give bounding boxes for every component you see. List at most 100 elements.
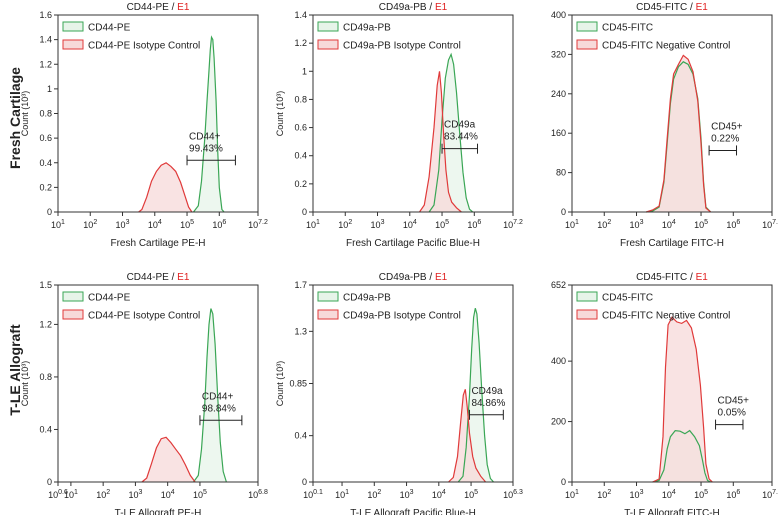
x-tick-base: 10 <box>403 220 413 230</box>
x-tick-exponent: 1 <box>316 219 320 226</box>
panel-title-sample: E1 <box>435 272 448 283</box>
panel-title-separator: / <box>427 272 435 283</box>
x-tick-base: 10 <box>248 490 258 500</box>
y-tick-label: 0.8 <box>39 109 52 119</box>
plot-frame <box>312 14 514 213</box>
x-axis-label: Fresh Cartilage Pacific Blue-H <box>346 238 480 249</box>
y-tick-label: 1 <box>302 66 307 76</box>
y-tick-label: 0.4 <box>294 431 307 441</box>
x-tick-label: 103 <box>371 219 385 230</box>
plot-frame <box>571 14 773 213</box>
y-tick-label: 0 <box>561 207 566 217</box>
x-tick-exponent: 2 <box>348 219 352 226</box>
x-tick-base: 10 <box>335 490 345 500</box>
legend-swatch <box>62 309 84 320</box>
x-tick-label: 101 <box>565 489 579 500</box>
legend-swatch <box>62 291 84 302</box>
x-tick-base: 10 <box>306 220 316 230</box>
panel-title-separator: / <box>427 2 435 13</box>
gate-label: CD45+ <box>711 121 743 132</box>
x-tick-base: 10 <box>371 220 381 230</box>
panel-title-marker: CD49a-PB <box>379 2 427 13</box>
x-tick-base: 10 <box>726 220 736 230</box>
x-tick-base: 10 <box>597 490 607 500</box>
histogram-line-series-1 <box>646 54 712 213</box>
x-tick-base: 10 <box>464 490 474 500</box>
x-tick-exponent: 5 <box>190 219 194 226</box>
y-tick-label: 0 <box>302 477 307 487</box>
y-tick-label: 1.2 <box>39 319 52 329</box>
gate-label: CD49a <box>471 386 503 397</box>
histogram-fill-series-0 <box>193 37 225 213</box>
x-tick-exponent: 4 <box>158 219 162 226</box>
histogram-line-series-0 <box>457 308 495 483</box>
x-tick-label: 103 <box>630 489 644 500</box>
x-tick-exponent: 2 <box>607 219 611 226</box>
y-tick-label: 1.6 <box>39 10 52 20</box>
panel-title: CD49a-PB / E1 <box>379 2 448 13</box>
legend-label: CD44-PE <box>88 23 131 34</box>
x-tick-base: 10 <box>116 220 126 230</box>
x-tick-exponent: 7.2 <box>258 219 268 226</box>
x-tick-label: 107.2 <box>503 219 523 230</box>
x-tick-exponent: 0.6 <box>58 489 68 496</box>
x-tick-label: 107.2 <box>762 489 778 500</box>
x-tick-base: 10 <box>51 220 61 230</box>
x-tick-label: 104 <box>148 219 162 230</box>
legend-label: CD49a-PB <box>343 293 391 304</box>
y-tick-label: 1 <box>47 84 52 94</box>
legend-swatch <box>317 291 339 302</box>
legend-swatch <box>317 309 339 320</box>
panel-title-sample: E1 <box>177 2 190 13</box>
x-tick-base: 10 <box>662 220 672 230</box>
y-tick-label: 0.4 <box>39 424 52 434</box>
legend-label: CD45-FITC Negative Control <box>602 311 730 322</box>
x-tick-label: 100.1 <box>303 489 323 500</box>
x-tick-label: 106 <box>212 219 226 230</box>
x-tick-base: 10 <box>64 490 74 500</box>
x-tick-exponent: 2 <box>377 489 381 496</box>
x-tick-label: 103 <box>400 489 414 500</box>
histogram-fill-series-0 <box>193 308 227 482</box>
x-tick-base: 10 <box>367 490 377 500</box>
x-tick-exponent: 4 <box>413 219 417 226</box>
histogram-panel-2: CD45-FITC / E1101102103104105106107.2080… <box>551 2 778 249</box>
x-tick-exponent: 3 <box>381 219 385 226</box>
x-tick-base: 10 <box>630 220 640 230</box>
x-tick-exponent: 1 <box>74 489 78 496</box>
x-tick-base: 10 <box>248 220 258 230</box>
x-tick-label: 105 <box>694 219 708 230</box>
histogram-line-series-1 <box>448 389 487 483</box>
legend-swatch <box>576 21 598 32</box>
x-tick-base: 10 <box>503 490 513 500</box>
x-tick-label: 105 <box>180 219 194 230</box>
x-tick-exponent: 1 <box>575 219 579 226</box>
y-tick-label: 400 <box>551 356 566 366</box>
histogram-line-series-1 <box>652 316 713 483</box>
x-tick-exponent: 1 <box>345 489 349 496</box>
x-axis-label: Fresh Cartilage PE-H <box>110 238 205 249</box>
legend-label: CD49a-PB Isotype Control <box>343 311 461 322</box>
gate-label: CD49a <box>444 120 476 131</box>
panel-title-marker: CD49a-PB <box>379 272 427 283</box>
legend-swatch <box>317 21 339 32</box>
x-tick-label: 101 <box>335 489 349 500</box>
x-tick-label: 104 <box>662 219 676 230</box>
y-tick-label: 0.8 <box>39 372 52 382</box>
x-tick-label: 104 <box>432 489 446 500</box>
y-axis-label: Count (10³) <box>20 361 30 407</box>
histogram-fill-series-1 <box>141 437 196 482</box>
legend-label: CD45-FITC Negative Control <box>602 41 730 52</box>
legend-swatch <box>576 39 598 50</box>
x-tick-exponent: 6 <box>222 219 226 226</box>
y-tick-label: 80 <box>556 168 566 178</box>
x-axis-label: T-LE Allograft PE-H <box>115 508 202 515</box>
x-tick-exponent: 6.8 <box>258 489 268 496</box>
x-axis-label: T-LE Allograft Pacific Blue-H <box>350 508 476 515</box>
x-tick-base: 10 <box>694 490 704 500</box>
row-label-tle-allograft: T-LE Allograft <box>7 324 23 416</box>
x-tick-label: 103 <box>128 489 142 500</box>
panel-title: CD44-PE / E1 <box>127 272 190 283</box>
x-tick-label: 103 <box>116 219 130 230</box>
